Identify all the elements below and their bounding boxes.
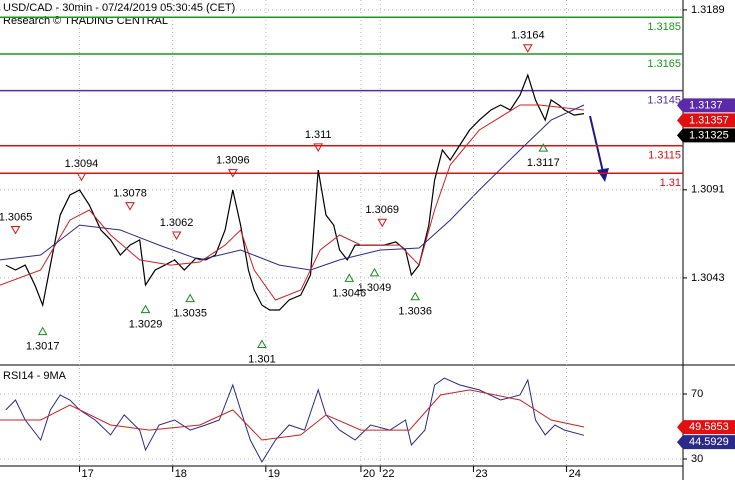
series-line [5, 377, 585, 463]
x-tick-label: 24 [569, 468, 581, 480]
level-label: 1.3165 [647, 58, 681, 70]
price-tag [677, 420, 735, 435]
pivot-label: 1.3069 [365, 204, 399, 216]
price-tag-label: 1.3137 [689, 99, 723, 111]
pivot-label: 1.3062 [160, 217, 194, 229]
rsi-title: RSI14 - 9MA [3, 370, 67, 382]
price-tag [677, 435, 735, 450]
x-tick-label: 23 [475, 468, 487, 480]
level-label: 1.31 [660, 177, 681, 189]
pivot-label: 1.3065 [0, 211, 32, 223]
pivot-marker [377, 218, 388, 228]
series-line [0, 389, 585, 441]
price-tag [677, 128, 735, 143]
level-label: 1.3115 [648, 150, 681, 162]
level-label: 1.3145 [647, 95, 681, 107]
series-line [5, 73, 585, 311]
pivot-marker [369, 267, 380, 277]
pivot-label: 1.3035 [173, 308, 207, 320]
pivot-label: 1.3017 [26, 341, 60, 353]
series-line [0, 104, 585, 271]
pivot-label: 1.3029 [129, 319, 163, 331]
price-tag-label: 1.31357 [689, 114, 729, 126]
pivot-marker [227, 169, 238, 178]
pivot-label: 1.3164 [511, 30, 545, 42]
pivot-label: 1.3117 [527, 157, 560, 169]
pivot-label: 1.3096 [216, 155, 250, 167]
pivot-marker [313, 143, 324, 152]
pivot-marker [522, 44, 533, 53]
pivot-marker [344, 273, 355, 282]
pivot-label: 1.3036 [398, 306, 432, 318]
y-tick-label: 1.3189 [691, 4, 725, 16]
y-tick-label: 1.3091 [691, 184, 725, 196]
pivot-label: 1.301 [248, 353, 276, 365]
pivot-marker [171, 231, 182, 241]
pivot-label: 1.3094 [65, 158, 99, 170]
pivot-label: 1.311 [305, 129, 332, 141]
pivot-marker [37, 326, 48, 336]
price-tag [677, 98, 735, 113]
price-tag-label: 49.5853 [689, 421, 729, 433]
pivot-marker [125, 202, 135, 211]
y-tick-label: 70 [691, 388, 703, 400]
price-tag-label: 1.31325 [689, 129, 729, 141]
x-tick-label: 18 [175, 468, 187, 480]
x-tick-label: 19 [268, 468, 280, 480]
price-tag-label: 44.5929 [689, 436, 729, 448]
y-tick-label: 30 [691, 453, 703, 465]
level-label: 1.3185 [647, 21, 681, 33]
pivot-marker [185, 293, 196, 303]
pivot-marker [538, 143, 549, 152]
pivot-label: 1.3049 [358, 282, 392, 294]
pivot-label: 1.3046 [332, 287, 366, 299]
x-tick-label: 22 [382, 468, 394, 480]
series-line [0, 104, 585, 301]
pivot-marker [10, 226, 21, 235]
pivot-marker [140, 304, 151, 314]
x-tick-label: 20 [363, 468, 375, 480]
forecast-arrow [589, 115, 609, 182]
price-tag [677, 113, 735, 128]
pivot-marker [410, 291, 421, 301]
pivot-label: 1.3078 [113, 188, 147, 200]
x-tick-label: 17 [82, 468, 94, 480]
chart-title: USD/CAD - 30min - 07/24/2019 05:30:45 (C… [3, 2, 235, 14]
y-tick-label: 1.3043 [691, 272, 725, 284]
pivot-marker [257, 339, 267, 349]
